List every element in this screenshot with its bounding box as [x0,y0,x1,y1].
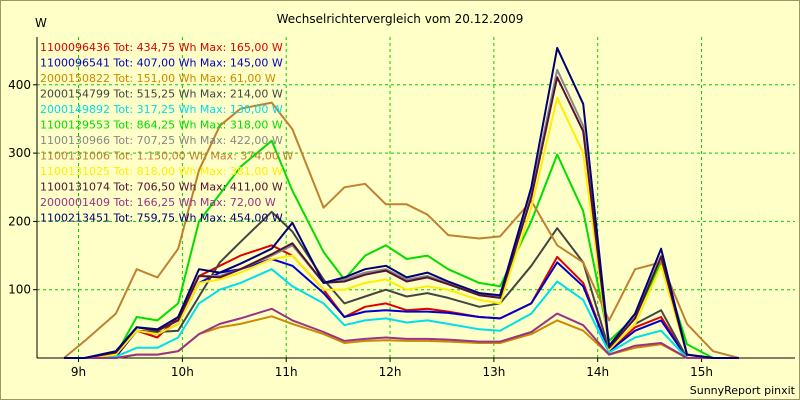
y-tick-label: 100 [8,283,31,297]
x-tick-label: 11h [275,365,298,379]
legend-entry: 1100131006 Tot: 1.150,00 Wh Max: 374,00 … [40,150,293,163]
footer-credit: SunnyReport pinxit [690,384,796,397]
series-group [63,46,740,359]
legend-entry: 2000001409 Tot: 166,25 Wh Max: 72,00 W [40,196,276,209]
series-line [64,139,739,359]
x-tick-label: 9h [71,365,86,379]
chart-title: Wechselrichtervergleich vom 20.12.2009 [277,12,524,26]
series-line [64,76,739,359]
legend-entry: 1100096541 Tot: 407,00 Wh Max: 145,00 W [40,57,283,70]
legend-entry: 1100096436 Tot: 434,75 Wh Max: 165,00 W [40,41,283,54]
y-tick-label: 200 [8,214,31,228]
x-tick-label: 14h [586,365,609,379]
legend-entry: 1100213451 Tot: 759,75 Wh Max: 454,00 W [40,212,283,225]
series-line [63,101,740,359]
legend-entry: 1100129553 Tot: 864,25 Wh Max: 318,00 W [40,119,283,132]
series-line [64,268,739,359]
series-line [64,307,739,359]
y-tick-label: 300 [8,146,31,160]
x-tick-label: 15h [690,365,713,379]
legend-entry: 2000154799 Tot: 515,25 Wh Max: 214,00 W [40,88,283,101]
x-tick-label: 13h [482,365,505,379]
legend-entry: 2000149892 Tot: 317,25 Wh Max: 130,00 W [40,103,283,116]
legend-entry: 2000150822 Tot: 151,00 Wh Max: 61,00 W [40,72,276,85]
legend-entry: 1100130966 Tot: 707,25 Wh Max: 422,00 W [40,134,283,147]
axes: 9h 10h 11h 12h 13h 14h 15h 100 200 300 400 [8,37,795,379]
series-line [64,96,739,359]
legend: 1100096436 Tot: 434,75 Wh Max: 165,00 W 1… [40,41,293,225]
y-axis-label: W [35,16,47,30]
y-tick-label: 400 [8,78,31,92]
x-tick-label: 12h [379,365,402,379]
x-tick-label: 10h [171,365,194,379]
series-line [64,46,739,359]
legend-entry: 1100131074 Tot: 706,50 Wh Max: 411,00 W [40,181,283,194]
legend-entry: 1100131025 Tot: 818,00 Wh Max: 381,00 W [40,165,283,178]
